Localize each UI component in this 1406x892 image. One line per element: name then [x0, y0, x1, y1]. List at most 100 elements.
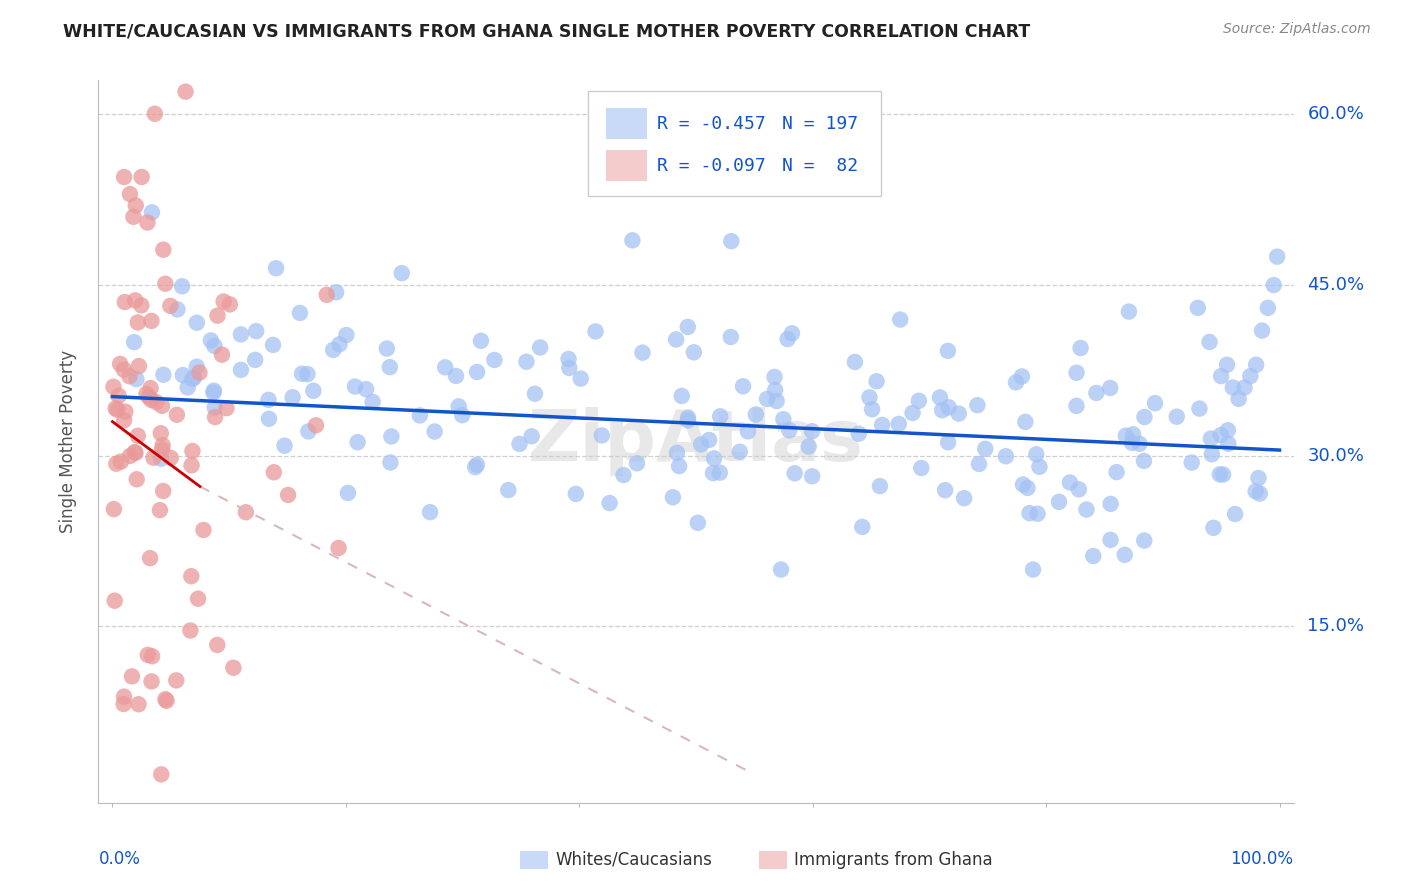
Point [143, 107, 166, 121]
Point [152, 368, 174, 382]
Bar [606, 109, 647, 139]
Point [114, 295, 136, 310]
Point [1122, 427, 1144, 442]
Point [1085, 386, 1108, 401]
Point [172, 279, 194, 293]
Point [165, 673, 187, 688]
Point [155, 692, 177, 706]
Point [1025, 447, 1047, 461]
Point [104, 401, 127, 416]
Point [183, 370, 205, 384]
Point [229, 363, 252, 377]
Point [1076, 502, 1098, 516]
Point [212, 294, 235, 309]
Point [322, 343, 344, 357]
Text: 0.0%: 0.0% [98, 850, 141, 868]
Point [621, 233, 644, 247]
Point [1028, 459, 1050, 474]
Point [1018, 506, 1040, 520]
Point [848, 426, 870, 441]
Point [447, 400, 470, 414]
Point [870, 417, 893, 432]
Point [1070, 341, 1092, 355]
Point [484, 353, 506, 368]
Point [745, 408, 768, 422]
Text: Source: ZipAtlas.com: Source: ZipAtlas.com [1223, 22, 1371, 37]
Point [128, 698, 150, 712]
Point [380, 429, 402, 443]
Point [1187, 301, 1209, 315]
Point [204, 410, 226, 425]
Point [122, 334, 145, 349]
Point [344, 379, 367, 393]
Point [207, 309, 229, 323]
Point [409, 409, 432, 423]
Point [676, 413, 699, 427]
Point [135, 387, 157, 401]
Point [150, 442, 173, 457]
Point [565, 487, 588, 501]
Point [1199, 432, 1222, 446]
Point [508, 437, 530, 451]
Point [281, 390, 304, 404]
Point [1083, 549, 1105, 563]
Point [662, 490, 685, 504]
Point [180, 458, 202, 473]
Point [131, 298, 153, 312]
Point [180, 569, 202, 583]
Point [103, 502, 125, 516]
Point [1014, 415, 1036, 429]
Point [152, 483, 174, 498]
Point [1265, 250, 1288, 264]
Point [1209, 467, 1232, 482]
Point [1012, 477, 1035, 491]
Point [865, 374, 887, 388]
Point [263, 465, 285, 479]
Point [202, 384, 225, 398]
Point [145, 395, 167, 409]
Point [901, 406, 924, 420]
Point [166, 408, 188, 422]
Point [1017, 481, 1039, 495]
Point [948, 407, 970, 421]
Point [218, 297, 240, 311]
Text: WHITE/CAUCASIAN VS IMMIGRANTS FROM GHANA SINGLE MOTHER POVERTY CORRELATION CHART: WHITE/CAUCASIAN VS IMMIGRANTS FROM GHANA… [63, 22, 1031, 40]
Point [1105, 465, 1128, 479]
Point [1133, 533, 1156, 548]
Point [141, 392, 163, 407]
Point [346, 435, 368, 450]
Point [1218, 436, 1240, 450]
Point [702, 466, 724, 480]
Point [1143, 396, 1166, 410]
Point [121, 669, 143, 683]
Point [176, 380, 198, 394]
Point [277, 488, 299, 502]
Point [1257, 301, 1279, 315]
Point [273, 439, 295, 453]
Point [136, 648, 159, 662]
Point [125, 198, 148, 212]
Point [159, 450, 181, 465]
Text: 100.0%: 100.0% [1230, 850, 1294, 868]
Text: Immigrants from Ghana: Immigrants from Ghana [794, 851, 993, 869]
Text: R = -0.457: R = -0.457 [657, 115, 765, 133]
Point [936, 435, 959, 450]
Point [186, 316, 208, 330]
Point [783, 467, 806, 481]
Point [936, 343, 959, 358]
Point [1133, 410, 1156, 425]
Point [1223, 507, 1246, 521]
Point [200, 334, 222, 348]
Point [222, 661, 245, 675]
Point [141, 205, 163, 219]
Point [141, 649, 163, 664]
Point [139, 551, 162, 566]
Point [124, 293, 146, 308]
Point [114, 404, 136, 418]
Point [860, 402, 883, 417]
FancyBboxPatch shape [589, 91, 882, 196]
Point [108, 357, 131, 371]
Point [187, 591, 209, 606]
Point [444, 368, 467, 383]
Point [934, 483, 956, 498]
